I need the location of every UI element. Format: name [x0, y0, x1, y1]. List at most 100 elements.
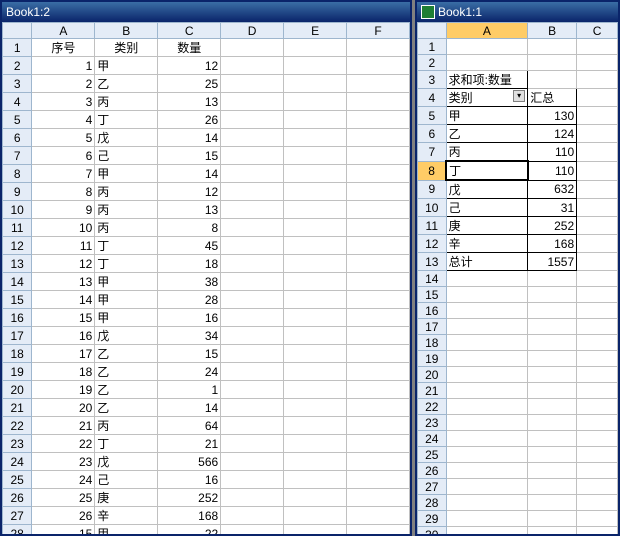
- cell[interactable]: [284, 129, 347, 147]
- cell[interactable]: [446, 303, 528, 319]
- row-header[interactable]: 10: [418, 199, 447, 217]
- cell[interactable]: [221, 57, 284, 75]
- cell[interactable]: 序号: [32, 39, 95, 57]
- cell[interactable]: [577, 253, 618, 271]
- cell[interactable]: [284, 381, 347, 399]
- cell[interactable]: [577, 161, 618, 180]
- cell[interactable]: [577, 303, 618, 319]
- row-header[interactable]: 24: [3, 453, 32, 471]
- cell[interactable]: [577, 431, 618, 447]
- cell[interactable]: 168: [528, 235, 577, 253]
- cell[interactable]: [221, 489, 284, 507]
- row-header[interactable]: 22: [3, 417, 32, 435]
- cell[interactable]: [284, 435, 347, 453]
- cell[interactable]: [577, 399, 618, 415]
- cell[interactable]: [284, 363, 347, 381]
- cell[interactable]: [284, 273, 347, 291]
- cell[interactable]: 戊: [95, 327, 158, 345]
- cell[interactable]: [446, 383, 528, 399]
- cell[interactable]: [577, 107, 618, 125]
- cell[interactable]: [347, 255, 410, 273]
- cell[interactable]: [284, 291, 347, 309]
- cell[interactable]: 24: [32, 471, 95, 489]
- cell[interactable]: [347, 489, 410, 507]
- cell[interactable]: 11: [32, 237, 95, 255]
- cell[interactable]: [347, 345, 410, 363]
- cell[interactable]: [284, 147, 347, 165]
- cell[interactable]: [221, 147, 284, 165]
- select-all-corner[interactable]: [418, 23, 447, 39]
- cell[interactable]: 甲: [95, 273, 158, 291]
- cell[interactable]: 15: [32, 309, 95, 327]
- cell[interactable]: [221, 399, 284, 417]
- row-header[interactable]: 20: [418, 367, 447, 383]
- cell[interactable]: [221, 309, 284, 327]
- row-header[interactable]: 23: [418, 415, 447, 431]
- cell[interactable]: [347, 219, 410, 237]
- titlebar-right[interactable]: Book1:1: [417, 2, 618, 22]
- cell[interactable]: [221, 435, 284, 453]
- cell[interactable]: [284, 165, 347, 183]
- cell[interactable]: [577, 39, 618, 55]
- cell[interactable]: [221, 327, 284, 345]
- cell[interactable]: 8: [32, 183, 95, 201]
- cell[interactable]: [347, 399, 410, 417]
- cell[interactable]: 甲: [446, 107, 528, 125]
- cell[interactable]: [347, 75, 410, 93]
- spreadsheet-right[interactable]: ABC123求和项:数量4类别▾汇总5甲1306乙1247丙1108丁1109戊…: [417, 22, 618, 534]
- cell[interactable]: [347, 111, 410, 129]
- cell[interactable]: [577, 199, 618, 217]
- cell[interactable]: [347, 183, 410, 201]
- cell[interactable]: [284, 399, 347, 417]
- cell[interactable]: [577, 415, 618, 431]
- row-header[interactable]: 9: [418, 180, 447, 199]
- cell[interactable]: [577, 55, 618, 71]
- cell[interactable]: 庚: [446, 217, 528, 235]
- cell[interactable]: [577, 527, 618, 535]
- row-header[interactable]: 8: [418, 161, 447, 180]
- cell[interactable]: [528, 303, 577, 319]
- cell[interactable]: 丁: [95, 255, 158, 273]
- cell[interactable]: [446, 415, 528, 431]
- cell[interactable]: [284, 525, 347, 535]
- titlebar-left[interactable]: Book1:2: [2, 2, 410, 22]
- cell[interactable]: 甲: [95, 309, 158, 327]
- cell[interactable]: [446, 495, 528, 511]
- cell[interactable]: 庚: [95, 489, 158, 507]
- col-header-C[interactable]: C: [158, 23, 221, 39]
- cell[interactable]: 己: [95, 147, 158, 165]
- cell[interactable]: [347, 147, 410, 165]
- row-header[interactable]: 22: [418, 399, 447, 415]
- cell[interactable]: 甲: [95, 165, 158, 183]
- cell[interactable]: 10: [32, 219, 95, 237]
- cell[interactable]: 252: [158, 489, 221, 507]
- cell[interactable]: 28: [158, 291, 221, 309]
- cell[interactable]: [528, 495, 577, 511]
- cell[interactable]: 13: [158, 201, 221, 219]
- cell[interactable]: [284, 93, 347, 111]
- select-all-corner[interactable]: [3, 23, 32, 39]
- row-header[interactable]: 21: [3, 399, 32, 417]
- cell[interactable]: [577, 180, 618, 199]
- cell[interactable]: [577, 383, 618, 399]
- row-header[interactable]: 9: [3, 183, 32, 201]
- cell[interactable]: [347, 129, 410, 147]
- cell[interactable]: [528, 39, 577, 55]
- cell[interactable]: [528, 71, 577, 89]
- cell[interactable]: 丁: [95, 237, 158, 255]
- cell[interactable]: [284, 255, 347, 273]
- cell[interactable]: [446, 367, 528, 383]
- row-header[interactable]: 2: [3, 57, 32, 75]
- cell[interactable]: [347, 327, 410, 345]
- row-header[interactable]: 10: [3, 201, 32, 219]
- cell[interactable]: [577, 287, 618, 303]
- cell[interactable]: [528, 383, 577, 399]
- cell[interactable]: [284, 309, 347, 327]
- cell[interactable]: 31: [528, 199, 577, 217]
- cell[interactable]: 16: [158, 309, 221, 327]
- cell[interactable]: [446, 351, 528, 367]
- col-header-B[interactable]: B: [528, 23, 577, 39]
- cell[interactable]: 乙: [95, 399, 158, 417]
- cell[interactable]: 乙: [95, 345, 158, 363]
- cell[interactable]: 21: [32, 417, 95, 435]
